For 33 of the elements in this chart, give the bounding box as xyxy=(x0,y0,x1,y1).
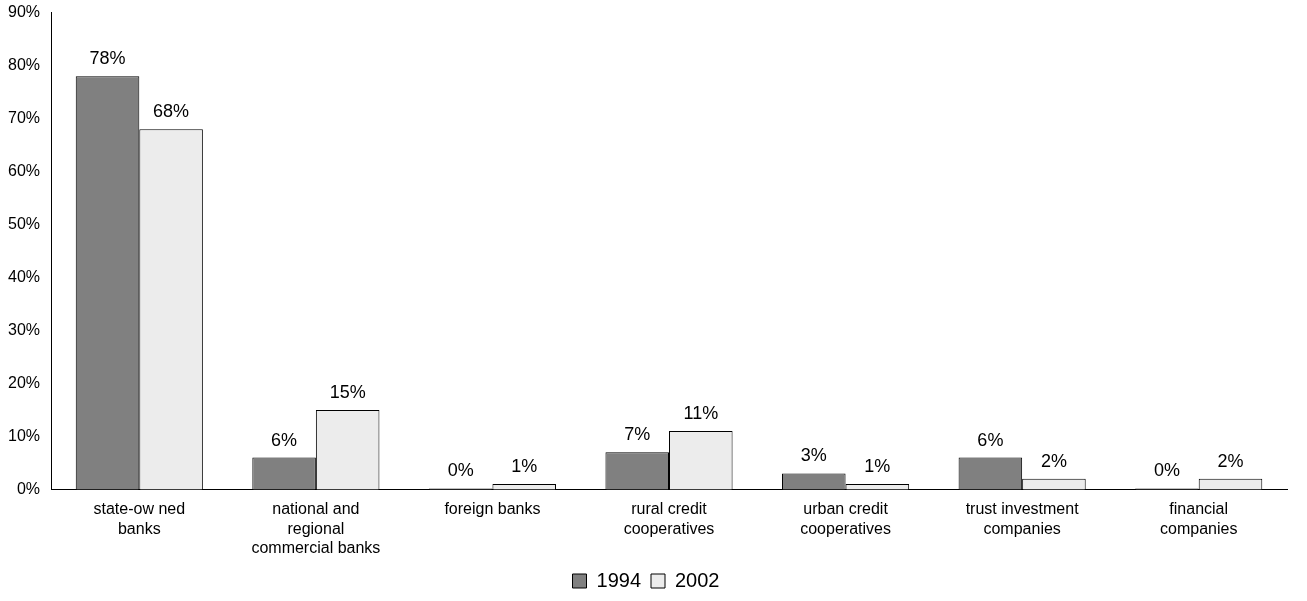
x-tick-label: foreign banks xyxy=(444,500,541,518)
x-tick-label: financial companies xyxy=(1160,500,1238,537)
data-label: 3% xyxy=(800,445,827,466)
legend-label: 1994 xyxy=(596,568,642,591)
data-label: 1% xyxy=(864,456,891,477)
data-label: 0% xyxy=(1153,460,1180,481)
y-tick-label: 60% xyxy=(7,161,41,179)
y-tick-label: 80% xyxy=(7,55,41,73)
data-label: 11% xyxy=(683,403,719,424)
data-label: 2% xyxy=(1040,450,1067,471)
y-tick-label: 20% xyxy=(7,373,41,391)
data-label: 6% xyxy=(271,429,298,450)
data-label: 6% xyxy=(977,429,1004,450)
data-label: 1% xyxy=(511,456,538,477)
data-label: 2% xyxy=(1217,450,1244,471)
data-label: 0% xyxy=(447,460,474,481)
y-tick-label: 90% xyxy=(7,3,41,21)
x-tick-label: trust investment companies xyxy=(965,500,1080,537)
x-tick-label: national and regional commercial banks xyxy=(251,500,381,556)
y-tick-label: 30% xyxy=(7,320,41,338)
x-tick-label: state-ow ned banks xyxy=(93,500,186,537)
data-label: 15% xyxy=(329,381,366,402)
legend-label: 2002 xyxy=(675,568,720,591)
data-label: 7% xyxy=(624,424,651,445)
data-label: 78% xyxy=(89,48,126,69)
data-label: 68% xyxy=(153,101,190,122)
y-tick-label: 40% xyxy=(7,267,41,285)
y-tick-label: 10% xyxy=(7,426,41,444)
y-tick-label: 70% xyxy=(7,108,41,126)
x-tick-label: rural credit cooperatives xyxy=(623,500,715,537)
y-tick-label: 50% xyxy=(7,214,41,232)
x-tick-label: urban credit cooperatives xyxy=(800,500,891,537)
y-tick-label: 0% xyxy=(16,479,41,497)
